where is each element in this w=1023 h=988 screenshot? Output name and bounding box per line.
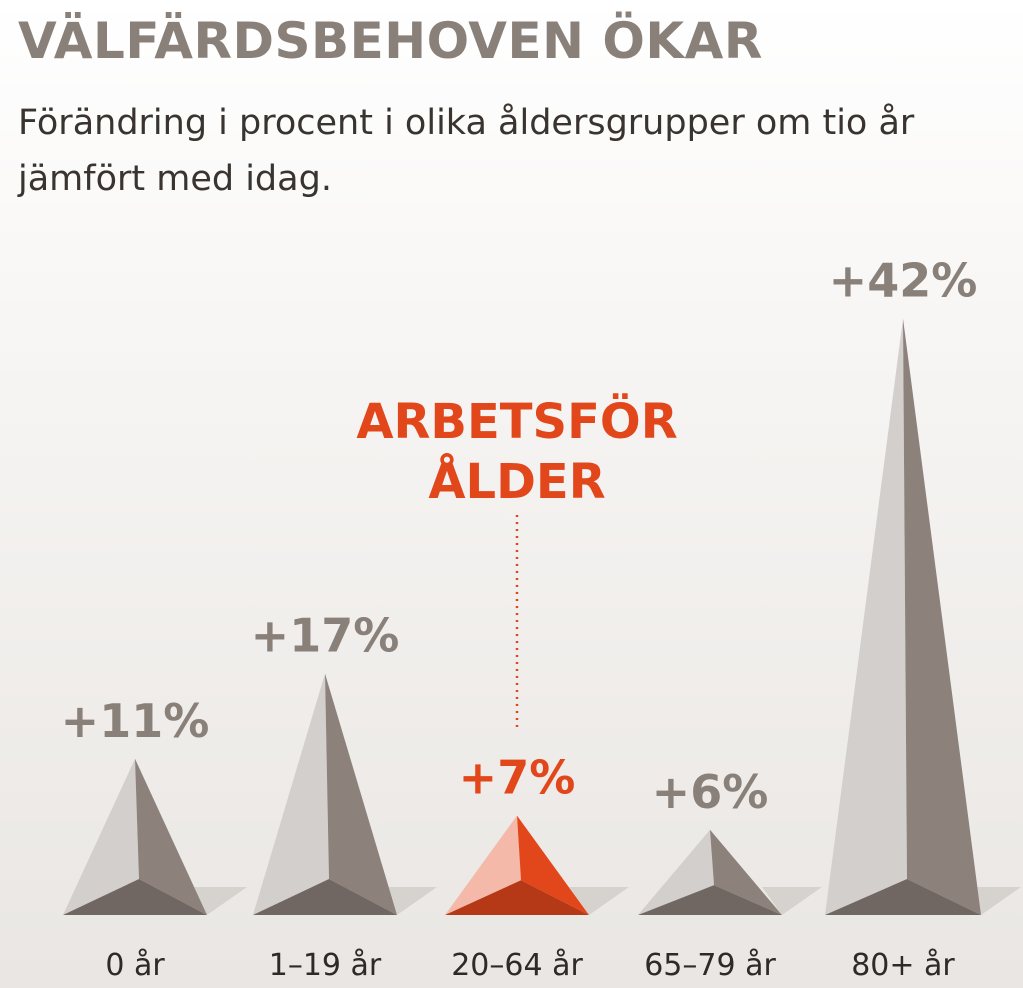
value-label: +7% [459,751,576,805]
value-label: +11% [61,694,210,748]
pyramid-left-face [825,318,907,916]
value-label: +42% [829,254,978,308]
x-tick-label: 20–64 år [451,948,583,983]
pyramid-left-face [638,829,714,915]
x-tick-label: 80+ år [851,948,955,983]
x-tick-label: 0 år [105,948,165,983]
value-label: +17% [251,609,400,663]
pyramid-bottom-face [445,880,589,915]
pyramid-bottom-face [638,885,782,915]
annotation: ARBETSFÖR [356,393,677,450]
chart-title: VÄLFÄRDSBEHOVEN ÖKAR [18,12,763,70]
pyramid-shadow [762,887,822,915]
pyramid-left-face [63,758,139,915]
pyramid-shadow [569,887,629,915]
chart-subtitle: Förändring i procent i olika åldersgrupp… [18,103,915,199]
pyramid-right-face [517,815,589,915]
pyramid-bottom-face [253,879,397,915]
pyramid-left-face [253,673,329,915]
pyramid-right-face [903,318,981,916]
annotation: ÅLDER [428,453,605,510]
pyramid-right-face [135,758,207,915]
pyramid-bottom-face [63,879,207,915]
pyramid-right-face [710,829,782,915]
x-tick-label: 65–79 år [644,948,776,983]
pyramid-bottom-face [825,879,981,915]
x-tick-label: 1–19 år [269,948,382,983]
pyramid-left-face [445,815,521,915]
pyramid-right-face [325,673,397,915]
value-label: +6% [652,765,769,819]
